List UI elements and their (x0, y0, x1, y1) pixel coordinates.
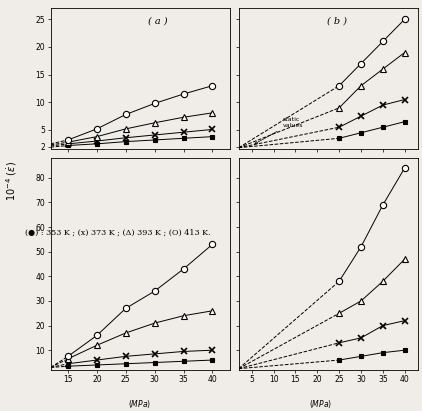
Text: $10^{-4}$ ($\dot{\varepsilon}$): $10^{-4}$ ($\dot{\varepsilon}$) (4, 161, 19, 201)
Text: (●) : 353 K ; (x) 373 K ; (Δ) 393 K ; (O) 413 K.: (●) : 353 K ; (x) 373 K ; (Δ) 393 K ; (O… (25, 228, 211, 236)
Text: static
values: static values (255, 118, 303, 144)
Text: $(MPa)$: $(MPa)$ (128, 398, 151, 410)
Text: ( a ): ( a ) (148, 17, 168, 26)
Text: ( b ): ( b ) (327, 17, 347, 26)
Text: $(MPa)$: $(MPa)$ (309, 398, 332, 410)
